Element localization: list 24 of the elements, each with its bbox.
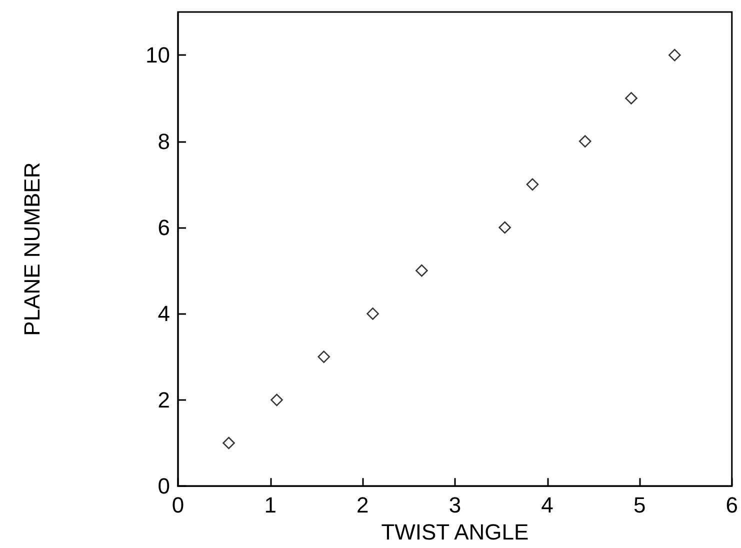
x-tick-label: 2 bbox=[356, 492, 369, 518]
y-tick-label: 6 bbox=[158, 215, 170, 240]
point bbox=[366, 308, 379, 320]
y-tick-label: 2 bbox=[158, 387, 170, 412]
x-tick-label: 3 bbox=[448, 492, 462, 518]
point bbox=[625, 92, 638, 104]
point bbox=[222, 436, 235, 450]
point bbox=[270, 394, 283, 406]
point bbox=[578, 135, 592, 148]
y-tick-label: 10 bbox=[146, 42, 170, 68]
point bbox=[416, 264, 428, 277]
x-tick-label: 4 bbox=[541, 492, 554, 518]
x-tick-label: 6 bbox=[726, 492, 738, 518]
y-axis-title: PLANE NUMBER bbox=[20, 162, 44, 336]
x-axis-title: TWIST ANGLE bbox=[381, 520, 529, 544]
y-tick-label: 0 bbox=[158, 474, 170, 499]
point bbox=[526, 178, 539, 191]
point bbox=[318, 350, 330, 363]
y-tick-label: 4 bbox=[158, 301, 170, 326]
x-tick-label: 1 bbox=[264, 492, 276, 518]
point bbox=[498, 221, 511, 234]
x-tick-label: 5 bbox=[633, 492, 646, 518]
y-tick-label: 8 bbox=[158, 128, 170, 154]
point bbox=[668, 48, 681, 62]
